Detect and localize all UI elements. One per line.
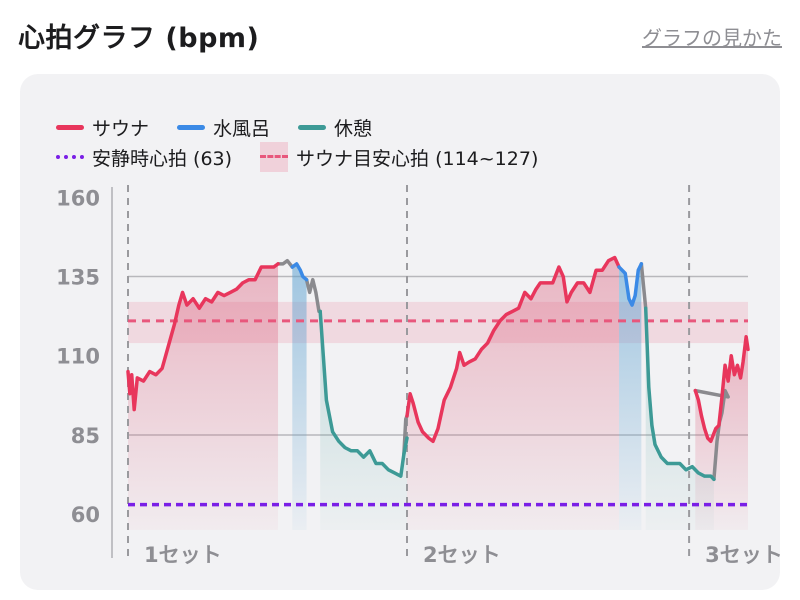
set-label: 3セット — [705, 543, 780, 567]
cold_bath-line — [617, 262, 644, 307]
cold_bath-area — [292, 263, 307, 530]
rest-line — [318, 309, 409, 478]
cold_bath-line — [290, 262, 309, 282]
legend-cold-bath: 水風呂 — [177, 114, 270, 141]
graph-help-link[interactable]: グラフの見かた — [642, 26, 782, 50]
sauna-line — [693, 334, 750, 444]
y-tick-label: 160 — [56, 186, 100, 210]
set-label: 2セット — [423, 543, 501, 567]
sauna-area — [407, 257, 620, 530]
legend-row-reference: 安静時心拍 (63) サウナ目安心拍 (114~127) — [56, 142, 566, 172]
legend-sauna-label: サウナ — [92, 118, 150, 140]
chart-card: サウナ 水風呂 休憩 安静時心拍 (63) サウナ目安心拍 (114~127) — [20, 74, 780, 590]
legend-rest: 休憩 — [298, 114, 372, 141]
sauna-line — [126, 262, 280, 412]
transition-line — [639, 262, 648, 310]
y-tick-label: 135 — [56, 266, 100, 290]
heart-rate-chart: 160 135 110 85 60 1セット 2セット 3セット — [56, 185, 780, 567]
legend-target-band-label: サウナ目安心拍 (114~127) — [296, 147, 539, 170]
rest-area — [645, 308, 714, 530]
y-tick-label: 60 — [71, 503, 100, 527]
chart-title: 心拍グラフ (bpm) — [18, 23, 260, 54]
y-tick-label: 85 — [71, 424, 100, 448]
sauna-line — [405, 255, 621, 444]
legend-target-band: サウナ目安心拍 (114~127) — [260, 142, 538, 172]
legend-sauna-swatch — [56, 125, 84, 130]
legend-resting-hr: 安静時心拍 (63) — [56, 144, 232, 171]
legend-cold-bath-label: 水風呂 — [213, 118, 271, 140]
legend-cold-bath-swatch — [177, 125, 206, 130]
legend-resting-hr-swatch — [56, 155, 84, 159]
transition-line — [276, 258, 295, 269]
sauna-area — [128, 263, 279, 530]
cold_bath-area — [619, 263, 642, 530]
rest-line — [643, 306, 716, 482]
y-tick-label: 110 — [56, 345, 100, 369]
legend-target-band-swatch — [260, 142, 289, 172]
rest-area — [320, 311, 407, 530]
legend-rest-swatch — [298, 125, 327, 130]
legend-resting-hr-label: 安静時心拍 (63) — [92, 147, 233, 170]
set-label: 1セット — [144, 543, 222, 567]
legend-row-phases: サウナ 水風呂 休憩 — [56, 114, 400, 141]
legend-rest-label: 休憩 — [334, 118, 373, 140]
legend-sauna: サウナ — [56, 114, 149, 141]
